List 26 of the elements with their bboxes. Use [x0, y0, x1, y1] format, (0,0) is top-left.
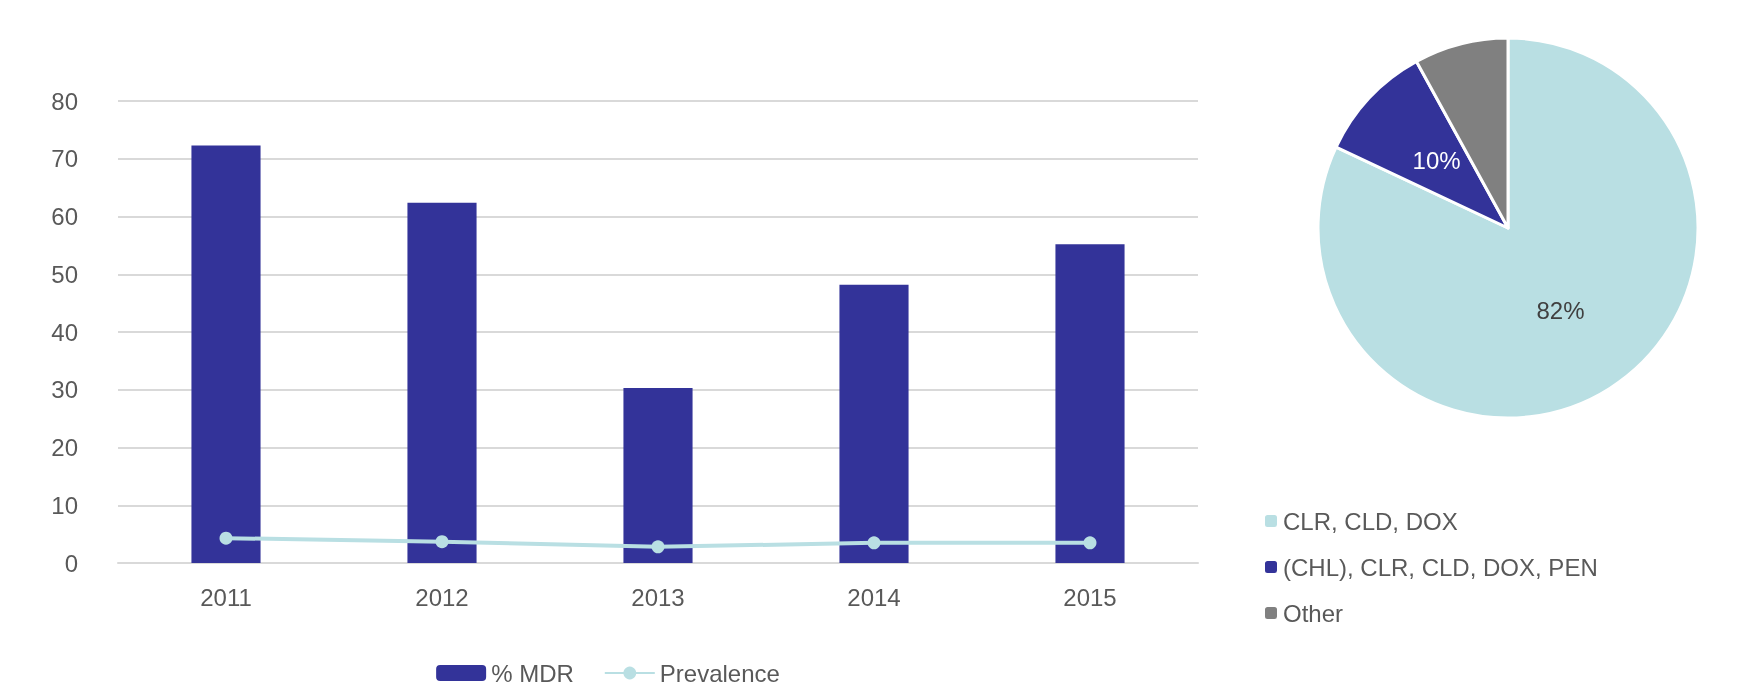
y-tick-label: 80: [51, 87, 78, 115]
legend-label: CLR, CLD, DOX: [1283, 507, 1458, 535]
x-tick-label: 2011: [200, 583, 252, 611]
legend-label: Other: [1283, 599, 1344, 627]
y-tick-label: 70: [51, 145, 78, 173]
y-tick-label: 20: [51, 434, 78, 461]
bar: [407, 202, 477, 563]
y-tick-label: 50: [51, 260, 78, 288]
data-label: 82%: [1536, 297, 1585, 325]
data-label: 10%: [1412, 147, 1461, 175]
x-tick-label: 2014: [847, 583, 901, 611]
x-tick-label: 2012: [415, 583, 469, 611]
y-tick-label: 0: [64, 549, 78, 577]
legend-label: % MDR: [491, 659, 574, 687]
y-tick-label: 40: [51, 318, 78, 346]
bar: [191, 145, 261, 563]
y-tick-label: 10: [51, 491, 78, 519]
legend-label: Prevalence: [659, 659, 780, 687]
bar: [839, 284, 909, 563]
x-tick-label: 2013: [631, 583, 685, 611]
legend-label: (CHL), CLR, CLD, DOX, PEN: [1283, 553, 1598, 581]
bar: [1055, 244, 1125, 563]
y-tick-label: 30: [51, 376, 78, 404]
x-tick-label: 2015: [1063, 583, 1117, 611]
bar: [623, 388, 693, 563]
y-tick-label: 60: [51, 203, 78, 230]
